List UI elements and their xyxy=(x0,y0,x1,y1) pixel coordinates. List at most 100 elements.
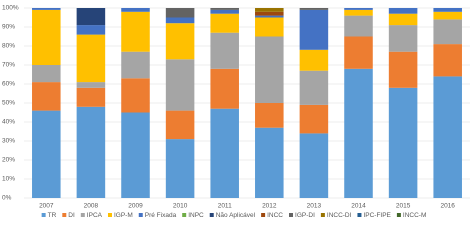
x-tick-label: 2011 xyxy=(218,203,232,210)
x-tick-label: 2012 xyxy=(262,203,277,210)
bar-segment xyxy=(388,87,418,198)
bar-segment xyxy=(344,8,373,10)
bar-segment xyxy=(165,110,195,140)
y-tick-label: 90% xyxy=(2,24,15,31)
chart: 0% 10% 20% 30% 40% 50% 60% 70% 80% 90% 100% 2007 200… xyxy=(2,5,470,219)
x-tick-label: 2015 xyxy=(396,203,411,210)
bar-segment xyxy=(76,106,106,198)
legend-label: INCC-M xyxy=(403,212,426,219)
legend-label: IPC-FIPE xyxy=(363,212,391,219)
y-tick-label: 50% xyxy=(2,100,15,107)
legend-label: IPCA xyxy=(87,212,103,219)
bar-segment xyxy=(210,13,239,33)
bar-segment xyxy=(255,127,284,198)
bar-segment xyxy=(121,112,150,198)
y-tick-label: 0% xyxy=(2,195,12,202)
legend-swatch xyxy=(41,213,46,217)
legend-swatch xyxy=(289,213,294,217)
bar-segment xyxy=(165,59,195,111)
bar-segment xyxy=(121,11,150,52)
bar-segment xyxy=(255,36,284,103)
bar-segment xyxy=(165,8,195,18)
bar-segment xyxy=(255,103,284,128)
bar-segment xyxy=(299,8,329,10)
legend-swatch xyxy=(357,213,362,217)
bar-segment xyxy=(388,51,418,88)
y-tick-label: 60% xyxy=(2,81,15,88)
bar-segment xyxy=(299,70,329,105)
legend-swatch xyxy=(107,213,112,217)
bar-segment xyxy=(165,139,195,198)
bar-segment xyxy=(299,104,329,134)
x-tick-label: 2013 xyxy=(307,203,322,210)
legend-swatch xyxy=(396,213,401,217)
legend: TR DI IPCA IGP-M Pré Fixada INPC Não Aplicável… xyxy=(41,212,426,219)
x-tick-label: 2016 xyxy=(440,203,455,210)
legend-label: Não Aplicável xyxy=(216,212,256,219)
x-tick-label: 2007 xyxy=(39,203,54,210)
bar-segment xyxy=(76,25,106,35)
bar-segment xyxy=(299,9,329,50)
bar-segment xyxy=(299,133,329,198)
legend-swatch xyxy=(320,213,325,217)
bar-segment xyxy=(210,9,239,14)
bar-segment xyxy=(433,8,462,12)
bar-segment xyxy=(255,8,284,12)
y-tick-label: 10% xyxy=(2,176,15,183)
x-tick-label: 2008 xyxy=(84,203,99,210)
bar-segment xyxy=(255,11,284,16)
bar-segment xyxy=(388,8,418,14)
bar-segment xyxy=(121,51,150,79)
bar-segment xyxy=(32,82,61,111)
bar-segment xyxy=(388,13,418,26)
bar-segment xyxy=(165,23,195,60)
bar-segment xyxy=(433,19,462,45)
bar-segment xyxy=(255,15,284,18)
legend-label: IGP-M xyxy=(114,212,133,219)
bar-segment xyxy=(344,36,373,69)
legend-swatch xyxy=(261,213,266,217)
y-tick-label: 100% xyxy=(2,5,19,12)
bar-segment xyxy=(76,87,106,107)
bar-segment xyxy=(210,108,239,198)
bar-segment xyxy=(433,11,462,20)
bar-segment xyxy=(255,17,284,37)
bar-segment xyxy=(32,9,61,65)
legend-swatch xyxy=(138,213,143,217)
bar-segment xyxy=(121,78,150,113)
y-tick-label: 30% xyxy=(2,138,15,145)
y-tick-label: 40% xyxy=(2,119,15,126)
bar-segment xyxy=(165,17,195,24)
bar-segment xyxy=(433,44,462,77)
legend-label: INCC-DI xyxy=(327,212,352,219)
bar-segment xyxy=(76,82,106,88)
bar-segment xyxy=(32,8,61,10)
x-tick-label: 2014 xyxy=(351,203,366,210)
bar-segment xyxy=(32,65,61,83)
bar-segment xyxy=(344,9,373,16)
bar-segment xyxy=(32,110,61,198)
bar-segment xyxy=(210,8,239,10)
legend-label: DI xyxy=(68,212,75,219)
bar-segment xyxy=(344,15,373,37)
x-tick-label: 2010 xyxy=(173,203,188,210)
legend-swatch xyxy=(62,213,67,217)
bar-segment xyxy=(433,76,462,198)
legend-label: INCC xyxy=(267,212,283,219)
y-tick-label: 80% xyxy=(2,43,15,50)
legend-swatch xyxy=(209,213,214,217)
bar-segment xyxy=(76,8,106,26)
legend-swatch xyxy=(182,213,187,217)
bar-segment xyxy=(210,32,239,69)
bar-segment xyxy=(388,25,418,52)
legend-label: TR xyxy=(48,212,57,219)
bar-segment xyxy=(121,8,150,12)
x-tick-label: 2009 xyxy=(128,203,143,210)
bar-segment xyxy=(210,68,239,109)
y-tick-label: 70% xyxy=(2,62,15,69)
legend-label: IGP-DI xyxy=(295,212,315,219)
legend-swatch xyxy=(80,213,85,217)
legend-label: INPC xyxy=(188,212,204,219)
bar-segment xyxy=(76,34,106,83)
y-tick-label: 20% xyxy=(2,157,15,164)
